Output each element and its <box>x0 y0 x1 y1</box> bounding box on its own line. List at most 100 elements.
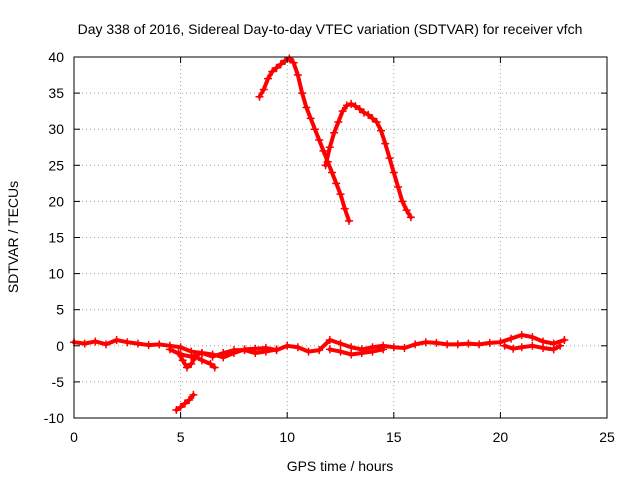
y-tick-label: 15 <box>48 230 64 246</box>
data-point <box>411 340 420 349</box>
data-point <box>298 89 307 98</box>
data-point <box>251 349 260 358</box>
series-high-arc-2 <box>321 99 415 222</box>
series-line <box>257 56 352 223</box>
data-point <box>330 128 339 137</box>
data-point <box>325 336 334 345</box>
data-point <box>347 350 356 359</box>
data-point <box>206 359 215 368</box>
data-point <box>556 341 565 350</box>
data-point <box>338 107 347 116</box>
y-tick-label: -10 <box>44 410 64 426</box>
data-series <box>70 54 569 415</box>
data-point <box>123 338 132 347</box>
data-point <box>264 74 273 83</box>
data-point <box>80 339 89 348</box>
data-point <box>112 336 121 345</box>
data-point <box>332 179 341 188</box>
data-point <box>507 334 516 343</box>
data-point <box>355 104 364 113</box>
data-point <box>381 139 390 148</box>
data-point <box>509 344 518 353</box>
data-point <box>321 161 330 170</box>
data-point <box>464 339 473 348</box>
data-point <box>334 117 343 126</box>
data-point <box>336 347 345 356</box>
data-point <box>133 339 142 348</box>
data-point <box>285 54 294 63</box>
data-point <box>402 206 411 215</box>
data-point <box>485 338 494 347</box>
x-tick-label: 10 <box>279 429 295 445</box>
data-point <box>281 56 290 65</box>
data-point <box>259 85 268 94</box>
data-point <box>261 347 270 356</box>
data-point <box>398 197 407 206</box>
data-point <box>432 338 441 347</box>
data-point <box>421 338 430 347</box>
data-point <box>219 349 228 358</box>
data-point <box>377 126 386 135</box>
data-point <box>347 343 356 352</box>
data-point <box>560 336 569 345</box>
data-point <box>240 346 249 355</box>
data-point <box>336 190 345 199</box>
data-point <box>255 92 264 101</box>
data-point <box>155 340 164 349</box>
data-point <box>364 110 373 119</box>
data-point <box>101 340 110 349</box>
data-point <box>283 341 292 350</box>
data-point <box>182 363 191 372</box>
y-tick-label: 0 <box>56 338 64 354</box>
data-point <box>389 343 398 352</box>
data-point <box>500 341 509 350</box>
x-tick-label: 25 <box>599 429 615 445</box>
data-point <box>304 347 313 356</box>
data-point <box>272 63 281 72</box>
data-point <box>325 345 334 354</box>
data-point <box>302 103 311 112</box>
data-point <box>276 60 285 69</box>
series-high-arc-1 <box>255 54 354 225</box>
data-point <box>180 399 189 408</box>
data-point <box>91 337 100 346</box>
y-tick-label: 30 <box>48 121 64 137</box>
data-point <box>268 67 277 76</box>
data-point <box>208 352 217 361</box>
y-tick-label: 40 <box>48 49 64 65</box>
series-loop-trace <box>325 345 388 359</box>
data-point <box>368 347 377 356</box>
x-tick-label: 5 <box>177 429 185 445</box>
data-point <box>549 345 558 354</box>
data-point <box>176 403 185 412</box>
data-point <box>165 345 174 354</box>
data-point <box>191 352 200 361</box>
x-axis-label: GPS time / hours <box>287 458 394 474</box>
data-point <box>453 340 462 349</box>
data-point <box>315 346 324 355</box>
data-point <box>187 359 196 368</box>
data-point <box>315 136 324 145</box>
data-point <box>310 125 319 134</box>
grid <box>74 57 607 418</box>
data-point <box>385 154 394 163</box>
data-point <box>345 216 354 225</box>
data-point <box>289 58 298 67</box>
data-point <box>336 339 345 348</box>
data-point <box>394 182 403 191</box>
data-point <box>359 108 368 117</box>
data-point <box>272 345 281 354</box>
data-point <box>197 356 206 365</box>
data-point <box>197 349 206 358</box>
data-point <box>189 390 198 399</box>
data-point <box>342 101 351 110</box>
x-tick-label: 15 <box>386 429 402 445</box>
data-point <box>306 114 315 123</box>
data-point <box>319 146 328 155</box>
y-tick-label: 5 <box>56 302 64 318</box>
data-point <box>528 341 537 350</box>
data-point <box>172 406 181 415</box>
series-low-fragment <box>172 390 198 415</box>
